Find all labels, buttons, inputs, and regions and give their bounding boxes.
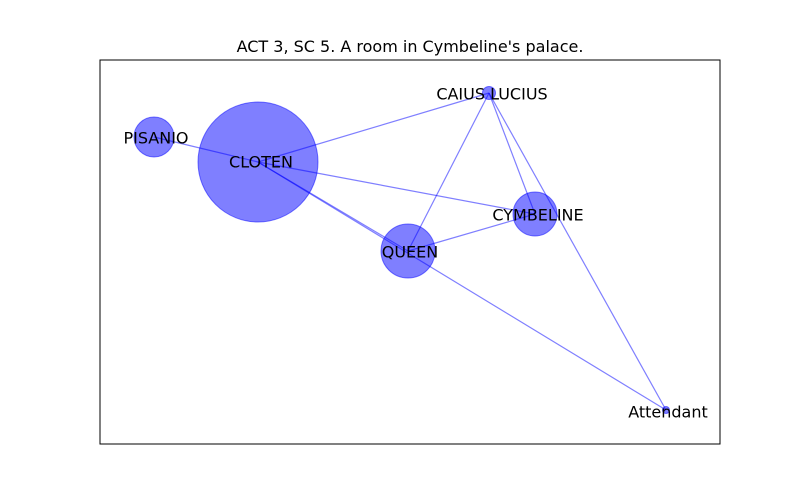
chart-title: ACT 3, SC 5. A room in Cymbeline's palac… [237,37,584,56]
node-label-caius-lucius: CAIUS LUCIUS [436,85,547,104]
node-attendant [662,406,670,414]
edge-caius-lucius-attendant [488,92,667,411]
node-label-cymbeline: CYMBELINE [492,206,583,225]
labels-layer: CLOTEN PISANIO CAIUS LUCIUS CYMBELINE QUEEN A… [123,85,707,422]
node-caius-lucius [482,86,496,100]
edge-cloten-attendant [257,161,667,411]
node-label-queen: QUEEN [382,243,439,262]
node-pisanio [133,116,175,158]
node-queen [380,223,436,279]
node-label-attendant: Attendant [628,403,708,422]
nodes-layer [133,86,670,414]
node-cymbeline [512,191,558,237]
plot-frame [99,59,721,445]
node-label-pisanio: PISANIO [123,129,188,148]
node-label-cloten: CLOTEN [229,153,293,172]
node-cloten [197,101,319,223]
edge-caius-lucius-queen [407,92,490,252]
